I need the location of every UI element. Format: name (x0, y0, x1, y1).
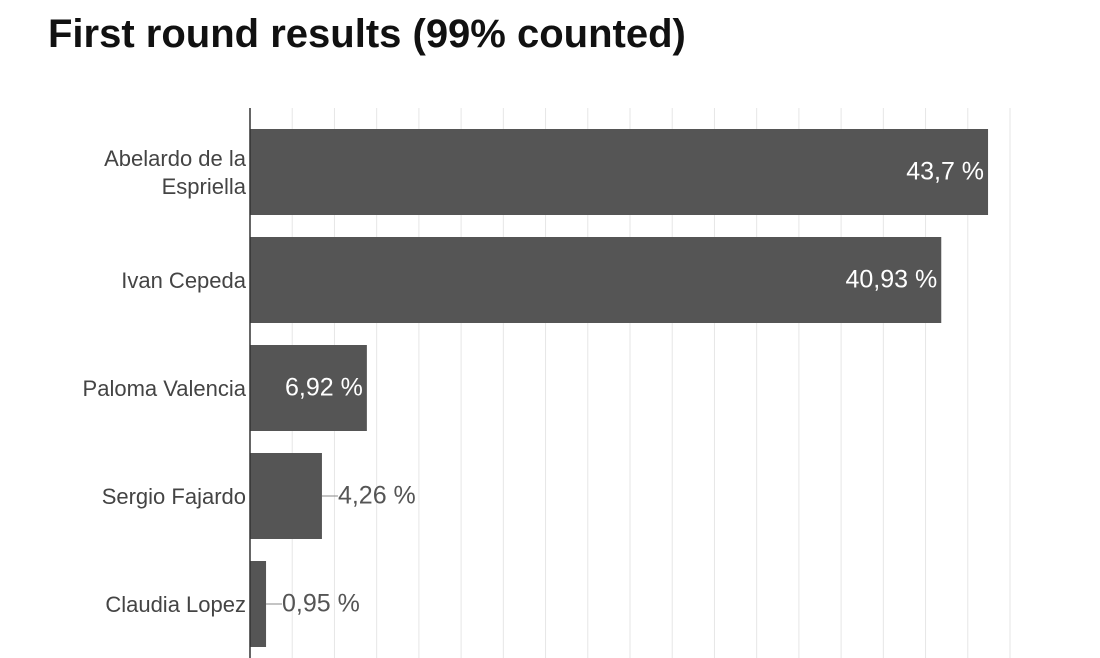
bar (250, 345, 367, 431)
category-label: Paloma Valencia (82, 376, 246, 401)
value-label: 0,95 % (282, 590, 360, 618)
bar (250, 237, 942, 323)
category-label: Claudia Lopez (105, 592, 246, 617)
bar (250, 561, 267, 647)
chart-title: First round results (99% counted) (48, 12, 686, 56)
bar (250, 129, 989, 215)
bar (250, 453, 322, 539)
value-label: 6,92 % (285, 374, 363, 402)
value-label: 43,7 % (906, 158, 984, 186)
value-label: 40,93 % (846, 266, 938, 294)
value-label: 4,26 % (338, 482, 416, 510)
category-label: Sergio Fajardo (101, 484, 246, 509)
category-label: Ivan Cepeda (121, 268, 246, 293)
category-label: Abelardo de la Espriella (104, 146, 246, 199)
